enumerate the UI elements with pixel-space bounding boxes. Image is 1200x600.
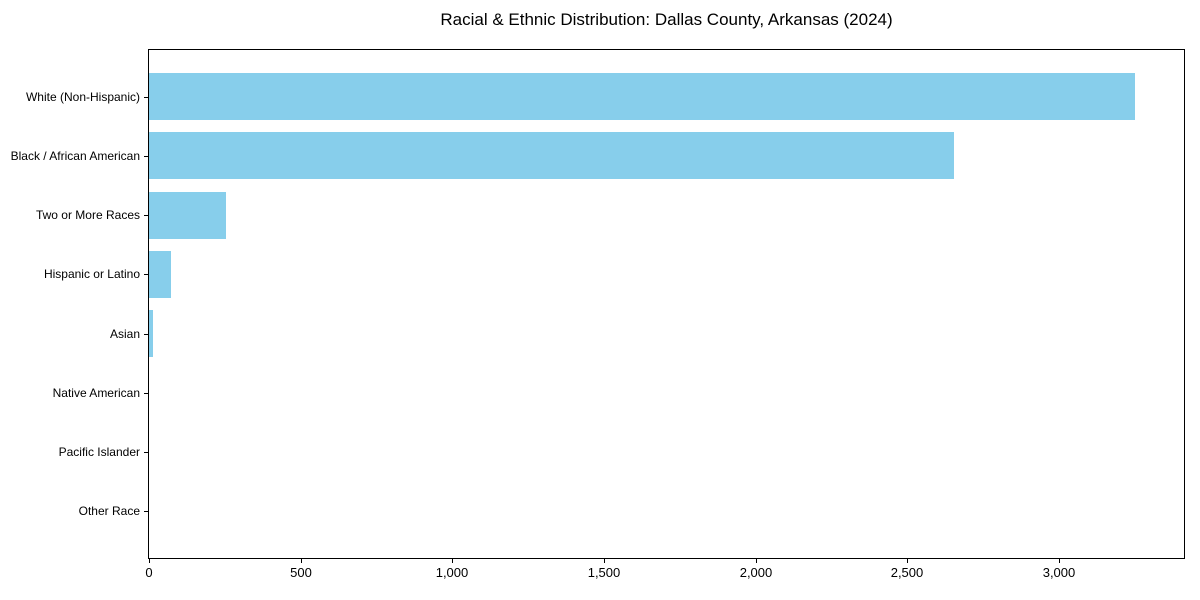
y-axis-tick [144,156,148,157]
y-axis-label: Hispanic or Latino [43,267,140,281]
bar [149,192,226,239]
y-axis-tick [144,334,148,335]
plot-area [148,49,1185,559]
x-axis-tick [604,559,605,563]
y-axis-label: Asian [109,327,140,341]
x-axis-label: 2,000 [739,565,773,580]
y-axis-label: Pacific Islander [58,445,140,459]
x-axis-tick [149,559,150,563]
chart-title: Racial & Ethnic Distribution: Dallas Cou… [440,10,893,29]
x-axis-tick [452,559,453,563]
y-axis-label: White (Non-Hispanic) [25,90,140,104]
bar [149,251,171,298]
y-axis-label: Other Race [78,504,140,518]
y-axis-tick [144,215,148,216]
x-axis-label: 1,000 [435,565,469,580]
y-axis-label: Black / African American [10,149,140,163]
y-axis-tick [144,97,148,98]
bar [149,132,954,179]
x-axis-label: 2,500 [890,565,924,580]
y-axis-tick [144,274,148,275]
x-axis-label: 0 [145,565,153,580]
y-axis-tick [144,511,148,512]
y-axis-tick [144,452,148,453]
bar [149,73,1135,120]
x-axis-label: 3,000 [1042,565,1076,580]
x-axis-tick [1059,559,1060,563]
bar [149,310,153,357]
y-axis-label: Native American [52,386,140,400]
x-axis-tick [301,559,302,563]
y-axis-tick [144,393,148,394]
x-axis-label: 500 [290,565,312,580]
x-axis-tick [907,559,908,563]
x-axis-label: 1,500 [587,565,621,580]
x-axis-tick [756,559,757,563]
y-axis-label: Two or More Races [35,208,140,222]
